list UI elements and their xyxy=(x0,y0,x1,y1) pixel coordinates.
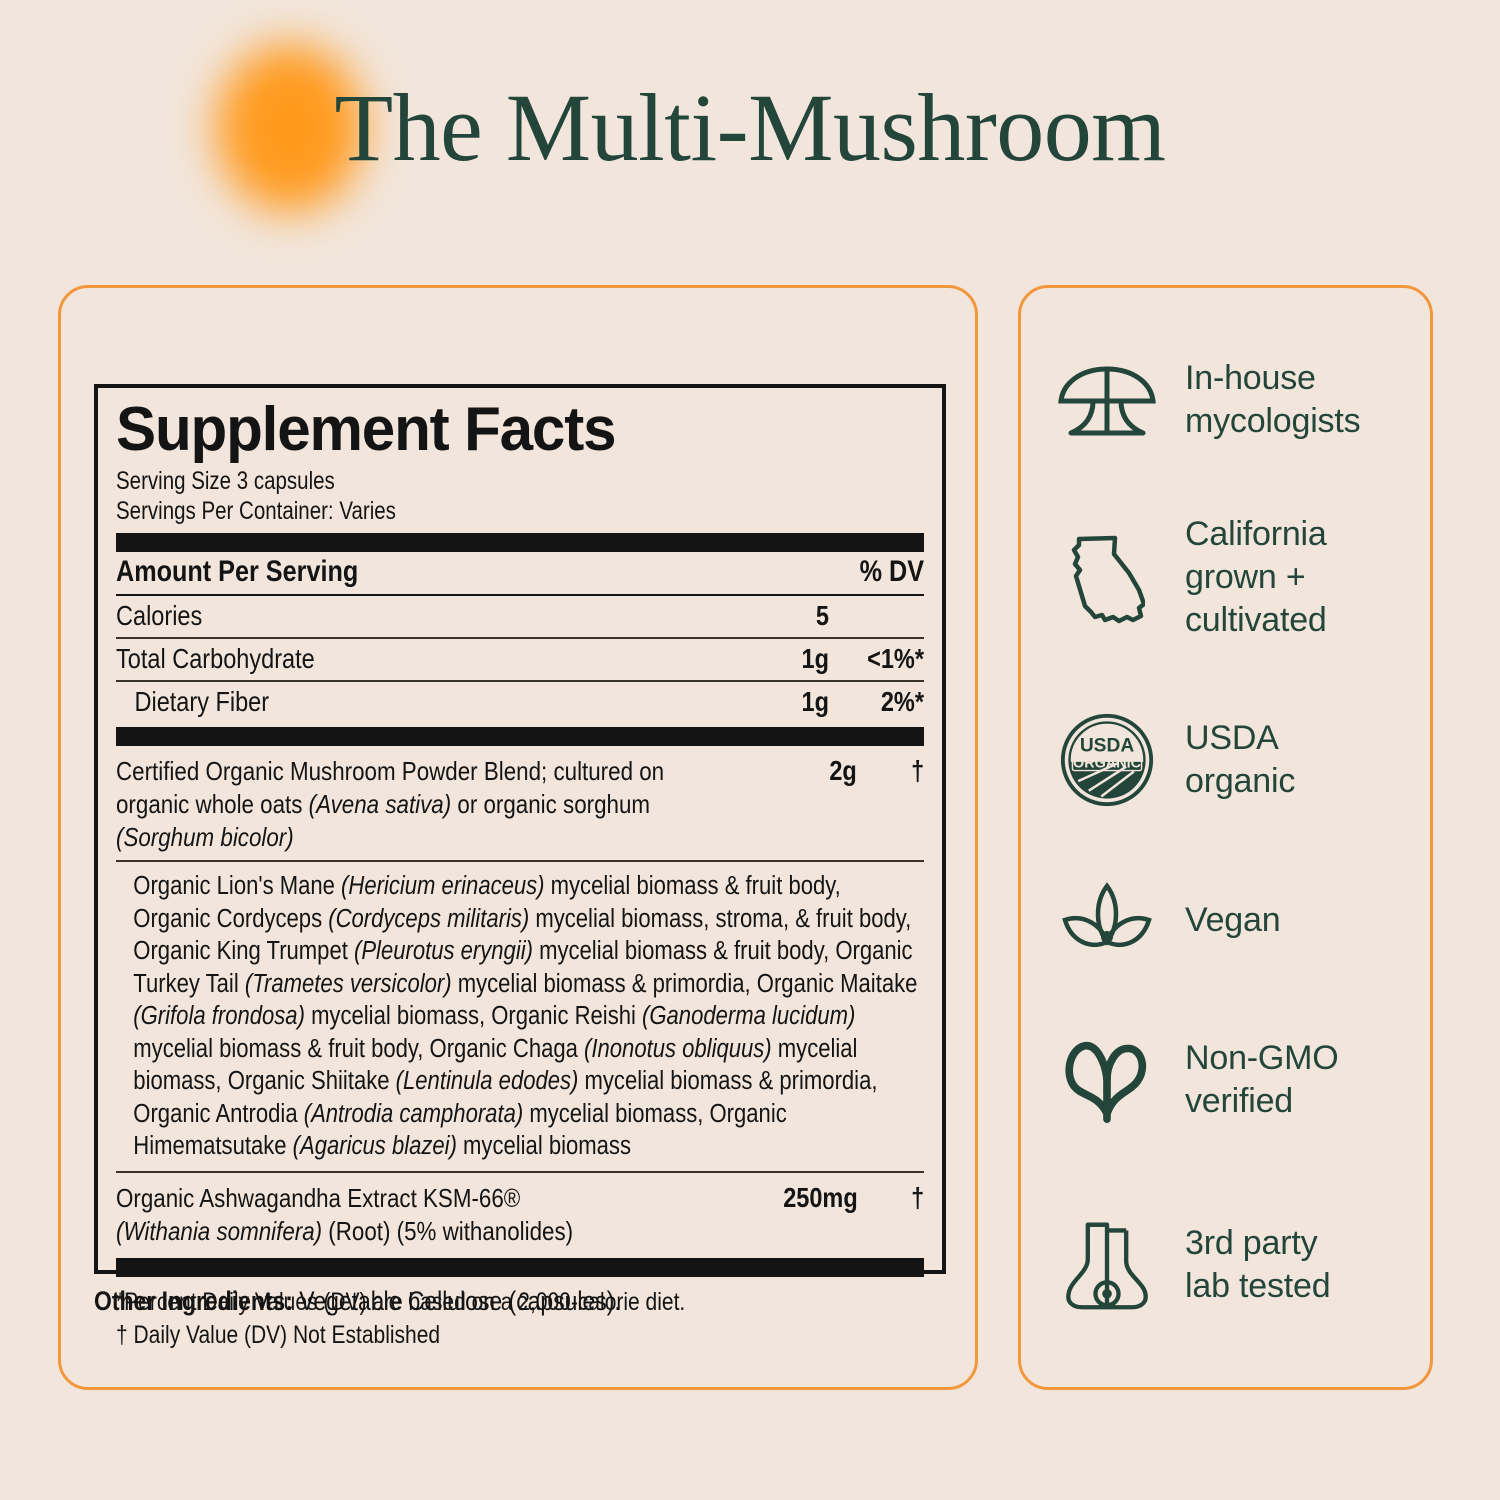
species-divider xyxy=(116,1170,924,1173)
sun-icon xyxy=(216,44,364,212)
usda-organic-seal-icon: USDA ORGANIC xyxy=(1055,708,1159,812)
row-divider xyxy=(116,637,924,639)
blend-dv: † xyxy=(910,755,924,786)
row-amount: 1g xyxy=(801,643,829,674)
mushroom-icon xyxy=(1055,348,1159,452)
usda-seal-bottom-text: ORGANIC xyxy=(1073,756,1141,772)
footnote-percent-dv: *Percent Daily Values (DV) are based on … xyxy=(116,1287,686,1316)
row-amount: 5 xyxy=(815,600,829,631)
row-divider xyxy=(116,680,924,682)
california-state-icon xyxy=(1055,526,1159,630)
lotus-vegan-icon xyxy=(1055,868,1159,972)
table-header-row: Amount Per Serving % DV xyxy=(116,552,924,594)
badge-label: Non-GMO verified xyxy=(1185,1039,1339,1120)
divider-bar-top xyxy=(116,533,924,552)
other-ingredients-value: Vegetable Cellulose (capsules). xyxy=(292,1286,621,1316)
badge-label: Vegan xyxy=(1185,900,1281,939)
badge-in-house-mycologists: In-house mycologists xyxy=(1055,348,1415,452)
blend-divider xyxy=(116,860,924,862)
amount-per-serving-header: Amount Per Serving xyxy=(116,555,359,588)
supplement-facts-title: Supplement Facts xyxy=(116,395,617,464)
trust-badges-card: In-house mycologists California grown + … xyxy=(1018,285,1433,1390)
serving-size: Serving Size 3 capsules xyxy=(116,467,335,495)
blend-row: Certified Organic Mushroom Powder Blend;… xyxy=(116,746,924,860)
flask-lab-icon xyxy=(1055,1213,1159,1317)
row-label: Calories xyxy=(116,600,203,631)
footnote-dagger: † Daily Value (DV) Not Established xyxy=(116,1320,441,1349)
badge-label: In-house mycologists xyxy=(1185,359,1361,440)
header: The Multi-Mushroom xyxy=(0,0,1500,260)
other-ingredients: Other Ingredients: Vegetable Cellulose (… xyxy=(94,1284,621,1318)
mushroom-species-list: Organic Lion's Mane (Hericium erinaceus)… xyxy=(133,872,918,1160)
table-row: Calories 5 xyxy=(116,596,924,637)
blend-description: Certified Organic Mushroom Powder Blend;… xyxy=(116,756,665,852)
usda-seal-top-text: USDA xyxy=(1080,735,1135,756)
supplement-facts-panel: Supplement Facts Serving Size 3 capsules… xyxy=(94,384,946,1349)
butterfly-non-gmo-icon xyxy=(1055,1028,1159,1132)
dv-col-header: % DV xyxy=(859,555,924,588)
badge-non-gmo-verified: Non-GMO verified xyxy=(1055,1028,1415,1132)
row-dv: <1%* xyxy=(867,643,924,674)
row-label: Total Carbohydrate xyxy=(116,643,315,674)
ashwagandha-dv: † xyxy=(910,1181,924,1213)
other-ingredients-label: Other Ingredients: xyxy=(94,1286,293,1316)
badge-3rd-party-lab-tested: 3rd party lab tested xyxy=(1055,1213,1415,1317)
blend-amount: 2g xyxy=(829,755,857,786)
row-amount: 1g xyxy=(801,686,829,717)
table-row: Total Carbohydrate 1g <1%* xyxy=(116,639,924,680)
page-title: The Multi-Mushroom xyxy=(334,74,1166,181)
row-dv: 2%* xyxy=(880,686,924,717)
badge-label: USDA organic xyxy=(1185,719,1296,800)
divider-bar-bottom xyxy=(116,1257,924,1277)
badge-california-grown: California grown + cultivated xyxy=(1055,513,1415,642)
footnotes: *Percent Daily Values (DV) are based on … xyxy=(116,1277,924,1352)
badge-label: 3rd party lab tested xyxy=(1185,1224,1331,1305)
divider-bar-mid xyxy=(116,727,924,746)
ashwagandha-amount: 250mg xyxy=(783,1181,858,1213)
ashwagandha-description: Organic Ashwagandha Extract KSM-66® (With… xyxy=(116,1182,574,1246)
badge-usda-organic: USDA ORGANIC USDA organic xyxy=(1055,708,1415,812)
ashwagandha-row: Organic Ashwagandha Extract KSM-66® (With… xyxy=(116,1173,924,1254)
supplement-facts-card: Supplement Facts Serving Size 3 capsules… xyxy=(58,285,978,1390)
badge-label: California grown + cultivated xyxy=(1185,515,1327,639)
table-row: Dietary Fiber 1g 2%* xyxy=(116,682,924,723)
divider-under-header xyxy=(116,594,924,596)
row-label: Dietary Fiber xyxy=(134,686,270,717)
servings-per-container: Servings Per Container: Varies xyxy=(116,497,396,525)
badge-vegan: Vegan xyxy=(1055,868,1415,972)
